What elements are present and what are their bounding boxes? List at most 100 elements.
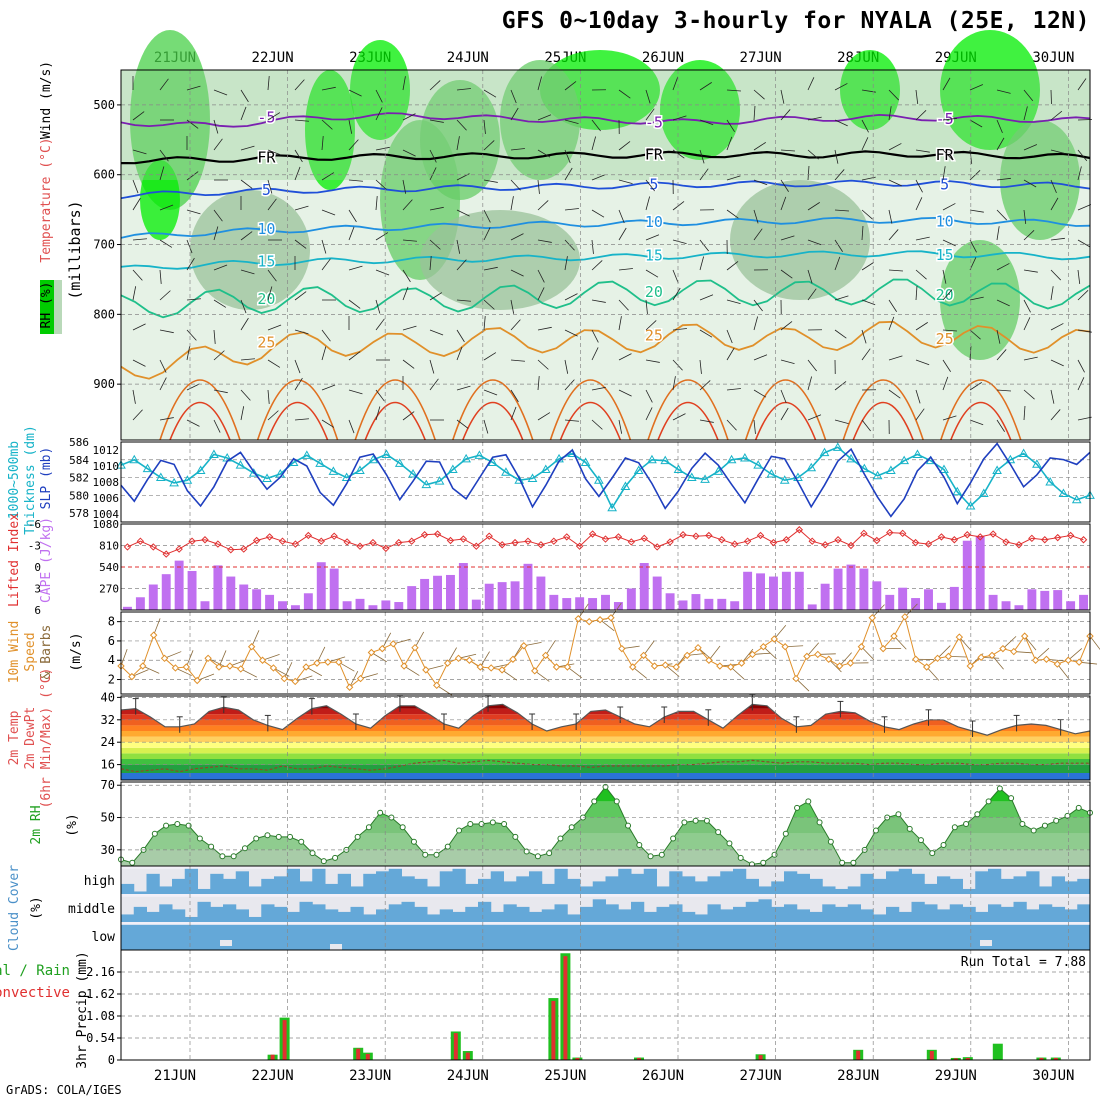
rh-point	[692, 817, 699, 824]
cloud-row-label: high	[84, 874, 115, 889]
cloud-cell	[860, 909, 874, 922]
rh-point	[534, 853, 541, 860]
wind-barb	[672, 149, 685, 159]
wind-barb	[591, 136, 597, 151]
thickness-point	[182, 475, 193, 484]
wind-barb	[645, 234, 660, 241]
wind-barb	[1023, 317, 1031, 331]
cloud-cell	[682, 911, 696, 922]
wind-barb-10m	[316, 646, 326, 664]
wind-barb	[915, 322, 928, 331]
wind-barb-10m	[414, 631, 425, 648]
wind-barb	[132, 323, 146, 331]
wind-barb	[672, 115, 687, 121]
wind-barb	[969, 329, 981, 340]
isotherm-FR	[120, 150, 1091, 165]
wind-barb	[321, 258, 331, 271]
cloud-cell	[1077, 904, 1091, 922]
wind-barb	[564, 379, 575, 391]
rh-band	[121, 70, 1090, 180]
wind-barb	[834, 256, 841, 271]
cloud-cell	[911, 873, 925, 894]
rh-point	[320, 858, 327, 865]
cloud-cell	[146, 873, 160, 894]
wind-barb	[942, 376, 949, 391]
isotherm-label: 25	[936, 330, 954, 348]
rh-point	[501, 821, 508, 827]
wind-barb-10m	[251, 630, 260, 647]
wind-barb	[915, 109, 927, 121]
date-label-bottom: 21JUN	[154, 1068, 196, 1084]
wind-barb	[591, 329, 599, 343]
isotherm-label: FR	[645, 145, 664, 163]
isotherm-loop	[647, 379, 729, 441]
wind-barb	[402, 199, 413, 211]
li-point	[679, 531, 687, 539]
wind-barb	[186, 209, 201, 215]
cloud-cell	[733, 868, 747, 894]
wind-barb	[780, 89, 785, 104]
wind-barb	[186, 119, 199, 129]
precip-tick: 2.16	[86, 965, 115, 979]
li-point	[291, 540, 300, 548]
wind-barb	[348, 209, 357, 223]
cloud-cell	[516, 876, 530, 894]
rh-point	[636, 842, 643, 848]
wind-speed-point	[846, 659, 855, 667]
wind-speed-point	[258, 656, 267, 664]
wind-barb	[564, 119, 579, 125]
li-point	[795, 526, 804, 534]
temp-band	[121, 742, 1090, 748]
cloud-cell	[286, 911, 300, 922]
isotherm-loop	[657, 401, 719, 441]
wind-barb	[591, 386, 606, 391]
wind-speed-point	[335, 658, 343, 666]
wind-barb	[645, 89, 651, 104]
wind-barb	[213, 226, 219, 241]
pressure-tick: 600	[93, 168, 115, 182]
wind10m-label: Speed	[23, 632, 38, 671]
wind-barb	[618, 316, 622, 331]
wind-barb	[375, 107, 383, 121]
wind-speed-point	[792, 674, 800, 683]
wind-barb	[348, 419, 355, 434]
cloud-cell	[133, 906, 147, 922]
wind-speed-point	[280, 674, 289, 683]
wind-barb-10m	[1024, 635, 1037, 651]
rh-legend-swatch	[40, 280, 54, 334]
cape-bar	[769, 576, 778, 610]
temp-band	[121, 704, 1090, 709]
rh-point	[917, 837, 924, 844]
wind-barb	[348, 389, 363, 395]
cloud-cell	[1051, 876, 1065, 894]
li-point	[834, 536, 842, 544]
cape-bar	[859, 568, 869, 610]
rh-point	[929, 850, 936, 857]
wind-barb	[510, 389, 519, 403]
rh-point	[174, 821, 181, 827]
wind-speed-point	[247, 643, 256, 651]
thickness-point	[952, 486, 963, 496]
cape-tick: 270	[99, 583, 119, 596]
cloud-cover-panel	[121, 866, 1091, 950]
wind-speed-point	[694, 643, 702, 652]
cloud-cell	[299, 881, 313, 894]
wind-barb	[1077, 239, 1091, 248]
wind-speed-point	[912, 655, 920, 663]
cloud-cell	[427, 914, 441, 922]
cloud-cell	[733, 906, 747, 922]
cape-bar	[781, 571, 791, 610]
cloud-cell	[439, 909, 453, 922]
wind-speed-point	[803, 652, 811, 661]
wind-barb-10m	[283, 662, 293, 679]
wind-barb	[699, 419, 714, 423]
wind-speed-point	[498, 666, 506, 674]
rh-point	[399, 824, 406, 831]
cloud-cell	[1013, 876, 1027, 894]
cape-bar	[458, 563, 468, 610]
wind-barb-10m	[763, 646, 777, 660]
li-point	[601, 535, 610, 543]
cape-bar	[820, 583, 830, 610]
cloud-cell	[274, 906, 288, 922]
wind-barb	[483, 389, 498, 396]
